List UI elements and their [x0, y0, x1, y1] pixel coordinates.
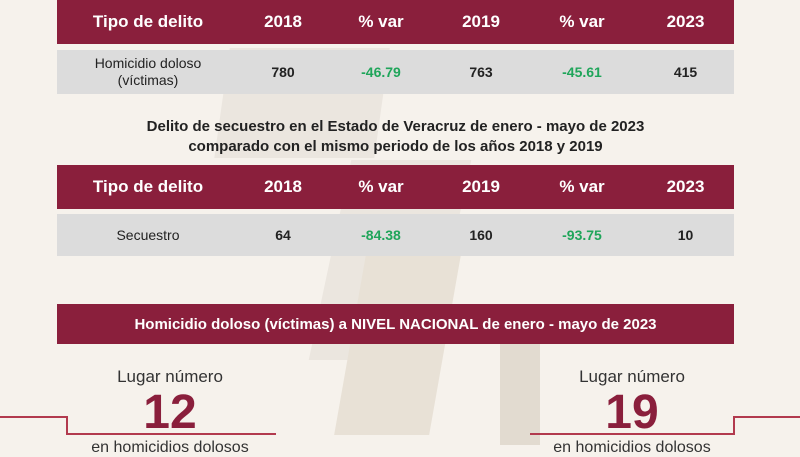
header-var2: % var	[559, 12, 605, 31]
rank-right-number: 19	[605, 386, 659, 439]
header-2023: 2023	[666, 177, 705, 196]
homicide-table: Tipo de delito 2018 % var 2019 % var 202…	[57, 0, 734, 94]
rank-left-line	[68, 433, 276, 435]
header-var1: % var	[358, 12, 404, 31]
rank-left-vline	[66, 416, 68, 435]
header-var1: % var	[358, 177, 404, 196]
cell-var1: -84.38	[361, 227, 401, 243]
cell-2019: 763	[469, 64, 493, 80]
header-2019: 2019	[462, 12, 500, 31]
national-banner: Homicidio doloso (víctimas) a NIVEL NACI…	[57, 304, 734, 344]
cell-2023: 10	[677, 227, 694, 243]
rank-right: Lugar número 19 en homicidios dolosos	[532, 367, 732, 457]
table-row: Homicidio doloso (víctimas) 780 -46.79 7…	[57, 50, 734, 94]
rank-right-line	[530, 433, 735, 435]
section-subtitle: Delito de secuestro en el Estado de Vera…	[57, 117, 734, 157]
rank-left: Lugar número 12 en homicidios dolosos	[70, 367, 270, 457]
rank-left-line-stub	[0, 416, 68, 418]
subtitle-line-1: Delito de secuestro en el Estado de Vera…	[146, 118, 645, 135]
background-shape-bottom	[500, 340, 540, 445]
header-var2: % var	[559, 177, 605, 196]
header-2019: 2019	[462, 177, 500, 196]
table-row: Secuestro 64 -84.38 160 -93.75 10	[57, 214, 734, 256]
cell-2018: 780	[271, 64, 295, 80]
cell-2018: 64	[275, 227, 291, 243]
rank-right-label: Lugar número	[579, 367, 685, 386]
cell-2023: 415	[673, 64, 698, 80]
rank-right-line-stub	[733, 416, 800, 418]
header-2018: 2018	[264, 177, 302, 196]
cell-tipo: Secuestro	[116, 226, 180, 243]
rank-right-foot: en homicidios dolosos	[553, 439, 711, 456]
table-header: Tipo de delito 2018 % var 2019 % var 202…	[57, 165, 734, 209]
subtitle-line-2: comparado con el mismo periodo de los añ…	[188, 138, 603, 155]
cell-2019: 160	[469, 227, 493, 243]
cell-var2: -45.61	[562, 64, 602, 80]
rank-left-number: 12	[143, 386, 197, 439]
rank-left-foot: en homicidios dolosos	[91, 439, 249, 456]
header-tipo: Tipo de delito	[92, 12, 204, 31]
cell-tipo: Homicidio doloso (víctimas)	[94, 55, 202, 88]
rank-right-vline	[733, 416, 735, 435]
header-tipo: Tipo de delito	[92, 177, 204, 196]
kidnapping-table: Tipo de delito 2018 % var 2019 % var 202…	[57, 165, 734, 256]
cell-var2: -93.75	[562, 227, 602, 243]
header-2018: 2018	[264, 12, 302, 31]
rank-left-label: Lugar número	[117, 367, 223, 386]
table-header: Tipo de delito 2018 % var 2019 % var 202…	[57, 0, 734, 44]
header-2023: 2023	[666, 12, 705, 31]
cell-var1: -46.79	[361, 64, 401, 80]
